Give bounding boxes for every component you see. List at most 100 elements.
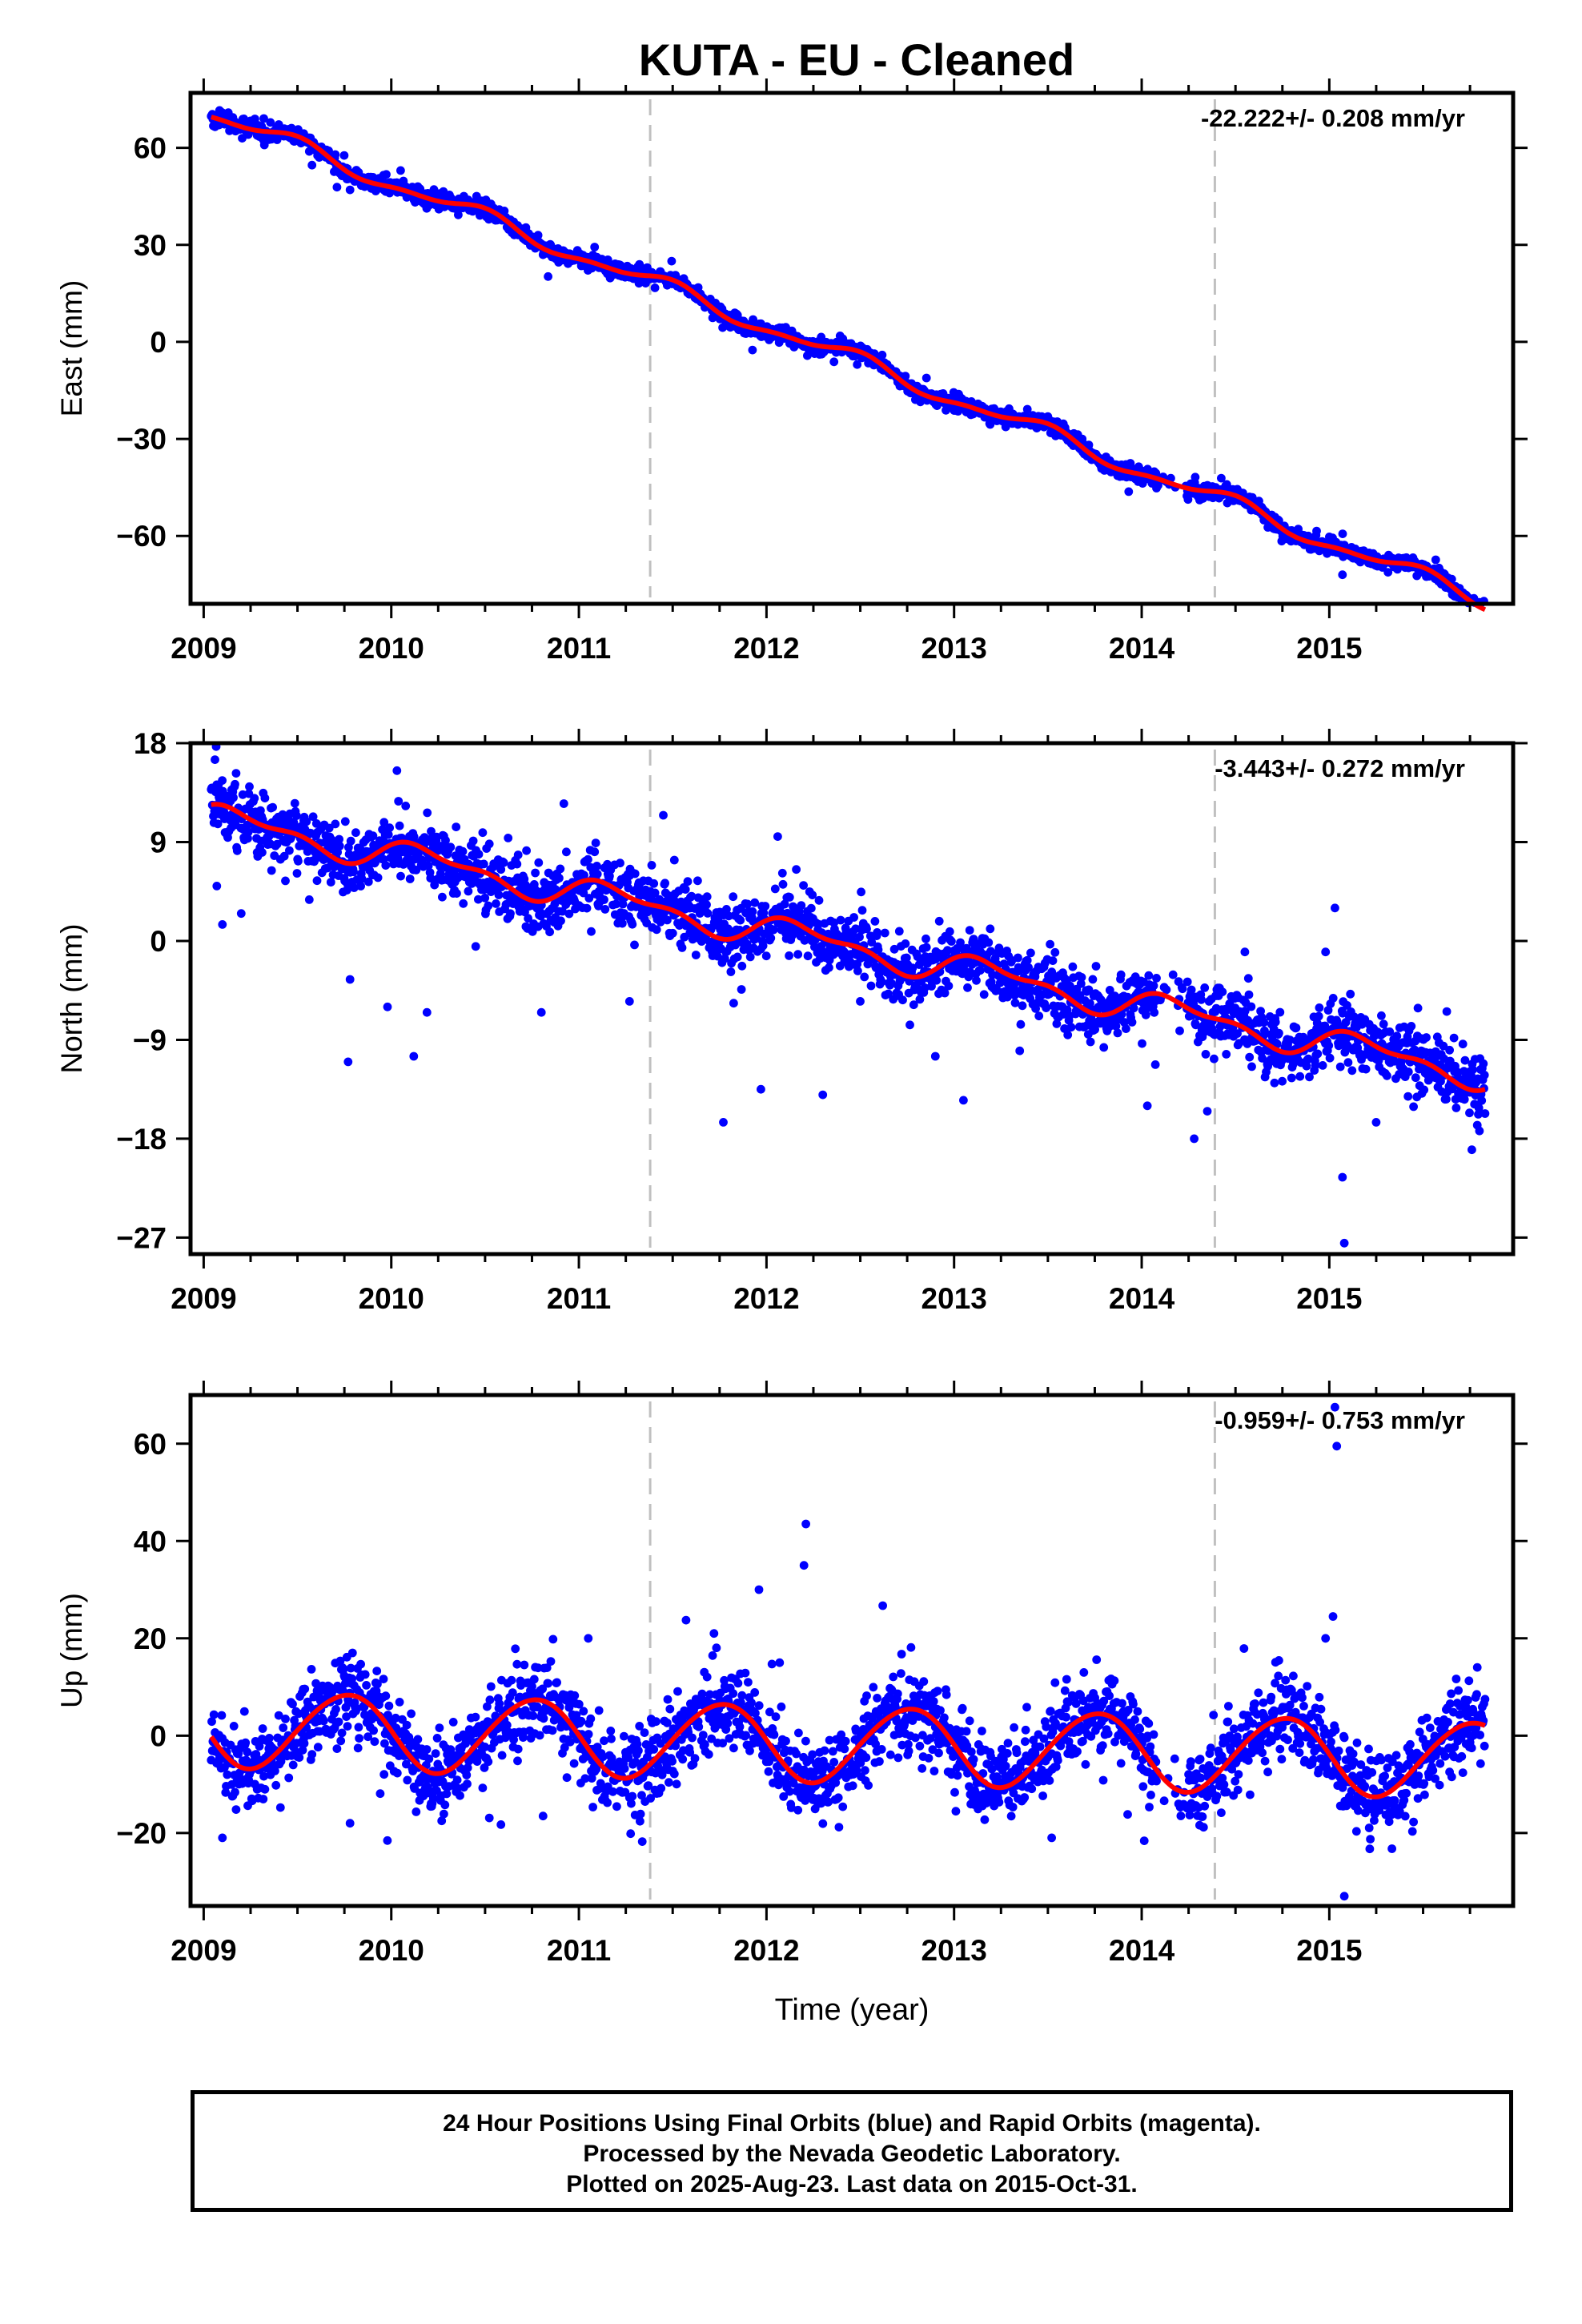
north-point [1409, 1102, 1418, 1112]
north-point [1066, 1023, 1076, 1032]
north-y-axis-label: North (mm) [55, 923, 88, 1073]
east-x-tick-label: 2009 [171, 632, 236, 665]
north-point [669, 855, 679, 865]
east-point [829, 357, 839, 367]
north-point [232, 846, 242, 855]
north-outlier-point [212, 882, 222, 891]
north-y-tick-label: −9 [133, 1023, 167, 1056]
north-outlier-point [409, 1051, 419, 1061]
north-point [1271, 1017, 1280, 1027]
north-outlier-point [856, 997, 865, 1006]
north-point [1411, 1073, 1420, 1083]
north-point [1291, 1023, 1301, 1032]
east-point [251, 115, 259, 123]
up-point [241, 1738, 251, 1747]
north-point [245, 782, 254, 791]
up-point [332, 1744, 342, 1754]
up-point [295, 1753, 304, 1763]
north-point [494, 891, 504, 899]
east-point [667, 256, 677, 266]
up-point [334, 1717, 343, 1727]
east-point [533, 231, 543, 240]
north-point [979, 990, 989, 999]
north-outlier-point [536, 1007, 546, 1017]
north-point [1178, 984, 1187, 994]
north-point [733, 952, 742, 962]
north-point [1247, 1002, 1256, 1011]
north-point [630, 940, 639, 950]
up-point [271, 1780, 281, 1790]
east-y-tick-label: −30 [116, 423, 167, 456]
north-point [423, 808, 432, 818]
north-point [743, 899, 753, 909]
up-point [299, 1739, 309, 1748]
east-y-axis-label: East (mm) [55, 280, 88, 417]
north-point [1328, 994, 1338, 1003]
north-panel: 2009 2010 2011 2012 2013 2014 20151890−9−18−27… [55, 727, 1528, 1315]
north-point [1347, 1066, 1357, 1076]
north-point [592, 870, 602, 879]
north-point [260, 794, 270, 802]
north-x-tick-label: 2012 [733, 1282, 799, 1315]
north-outlier-point [392, 766, 402, 775]
north-point [661, 879, 669, 888]
north-point [1152, 974, 1161, 983]
up-point [360, 1670, 370, 1679]
north-outlier-point [624, 997, 634, 1006]
north-point [267, 866, 276, 875]
north-outlier-point [422, 1007, 432, 1017]
up-point [279, 1723, 288, 1732]
up-panel: 2009 2010 2011 2012 2013 2014 20156040200−20Up… [55, 1381, 1528, 1967]
north-point [870, 917, 880, 926]
north-point [945, 927, 954, 936]
north-outlier-point [1331, 903, 1339, 913]
north-point [866, 981, 876, 991]
north-point [1403, 1092, 1413, 1101]
north-point [592, 862, 601, 870]
up-point [336, 1736, 346, 1746]
north-point [1127, 1018, 1137, 1027]
north-point [394, 797, 404, 806]
up-point [337, 1728, 347, 1738]
north-point [836, 915, 845, 925]
north-point [693, 876, 702, 886]
north-point [1150, 1060, 1160, 1069]
north-plot-frame [188, 741, 1516, 1256]
north-point [1458, 1039, 1468, 1049]
north-point [1244, 990, 1254, 999]
up-point [307, 1665, 316, 1674]
north-point [401, 802, 411, 810]
north-point [312, 876, 322, 886]
north-point [1475, 1126, 1484, 1136]
north-point [1014, 953, 1022, 963]
north-point [281, 876, 290, 886]
up-point [239, 1707, 249, 1716]
north-point [1016, 1019, 1026, 1029]
north-point [777, 868, 787, 878]
north-point [898, 995, 907, 1005]
north-outlier-point [1096, 1019, 1105, 1028]
north-point [452, 822, 461, 831]
north-point [1442, 1095, 1451, 1104]
north-point [395, 821, 404, 830]
east-point [1431, 555, 1440, 565]
north-point [349, 867, 358, 877]
north-point [758, 941, 768, 951]
north-point [512, 859, 522, 869]
north-outlier-point [218, 920, 227, 929]
north-point [446, 842, 456, 852]
north-point [905, 1020, 914, 1030]
north-point [785, 951, 793, 960]
north-point [628, 919, 637, 929]
north-point [1403, 1068, 1413, 1076]
north-point [522, 846, 531, 855]
north-y-tick-label: −18 [116, 1123, 167, 1156]
north-point [1122, 1024, 1130, 1033]
east-point [1312, 526, 1321, 536]
north-point [285, 846, 294, 855]
north-point [492, 899, 500, 908]
north-point [652, 925, 661, 935]
north-outlier-point [1015, 1046, 1025, 1055]
east-point [921, 373, 931, 383]
north-point [677, 943, 687, 952]
